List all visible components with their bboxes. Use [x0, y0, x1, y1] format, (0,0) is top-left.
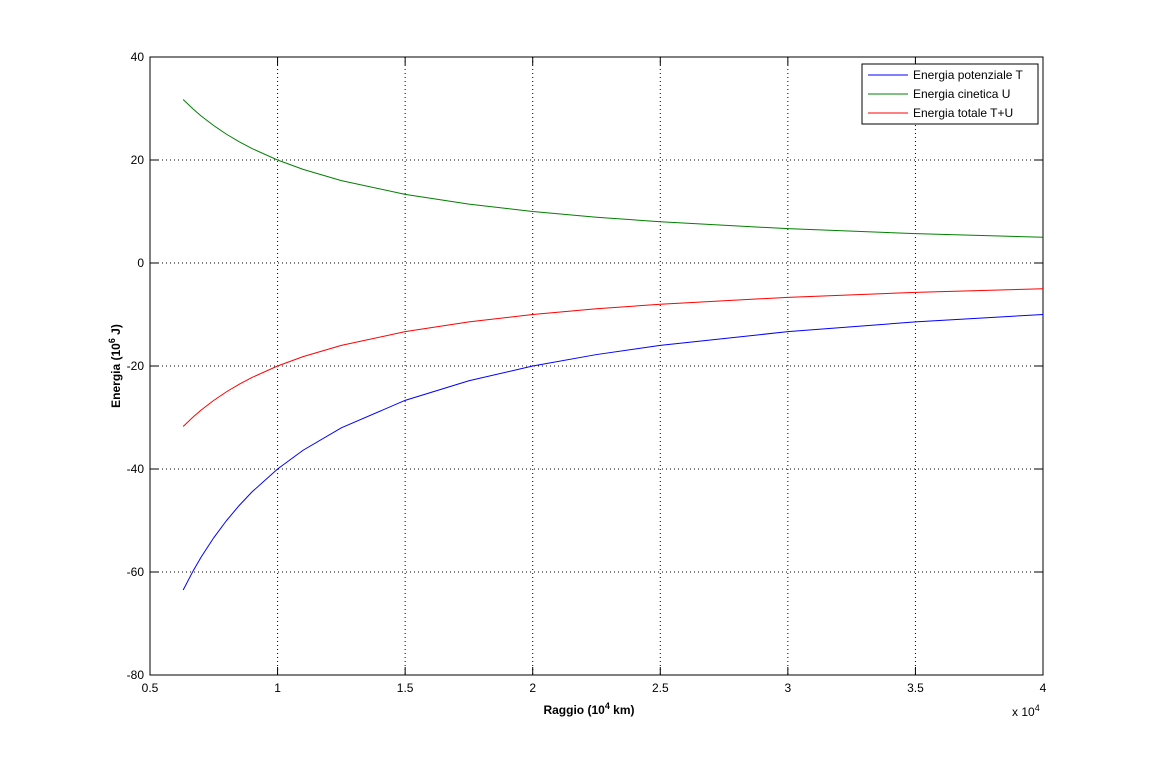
series-line [182, 314, 1044, 591]
y-tick-label: -20 [127, 359, 145, 373]
x-label-text: Raggio (10 [543, 703, 605, 717]
series-line [182, 288, 1044, 427]
x-label-text: km) [610, 703, 635, 717]
x-tick-label: 3 [785, 681, 792, 695]
x-tick-label: 4 [1040, 681, 1047, 695]
x-multiplier-text: x 10 [1012, 705, 1035, 719]
y-tick-label: 40 [131, 50, 145, 64]
plot-frame [149, 56, 1044, 676]
x-multiplier-sup: 4 [1035, 703, 1040, 713]
y-label-text: Energia (10 [109, 343, 123, 408]
y-tick-label: -60 [127, 565, 145, 579]
legend-label: Energia totale T+U [913, 106, 1013, 120]
y-tick-label: -80 [127, 668, 145, 682]
legend-label: Energia potenziale T [913, 68, 1024, 82]
legend-label: Energia cinetica U [913, 87, 1010, 101]
series-line [182, 99, 1044, 238]
x-tick-label: 2 [529, 681, 536, 695]
x-tick-label: 1.5 [397, 681, 414, 695]
x-label-sup: 4 [605, 701, 610, 711]
x-multiplier: x 104 [1012, 703, 1040, 719]
x-tick-label: 1 [274, 681, 281, 695]
x-axis-label: Raggio (104 km) [543, 701, 634, 717]
y-tick-label: 0 [137, 256, 144, 270]
y-label-text: J) [109, 324, 123, 338]
x-tick-label: 0.5 [142, 681, 159, 695]
y-tick-label: 20 [131, 153, 145, 167]
y-tick-label: -40 [127, 462, 145, 476]
y-label-sup: 6 [107, 338, 117, 343]
y-axis-label: Energia (106 J) [107, 324, 123, 408]
x-tick-label: 2.5 [652, 681, 669, 695]
x-tick-label: 3.5 [907, 681, 924, 695]
